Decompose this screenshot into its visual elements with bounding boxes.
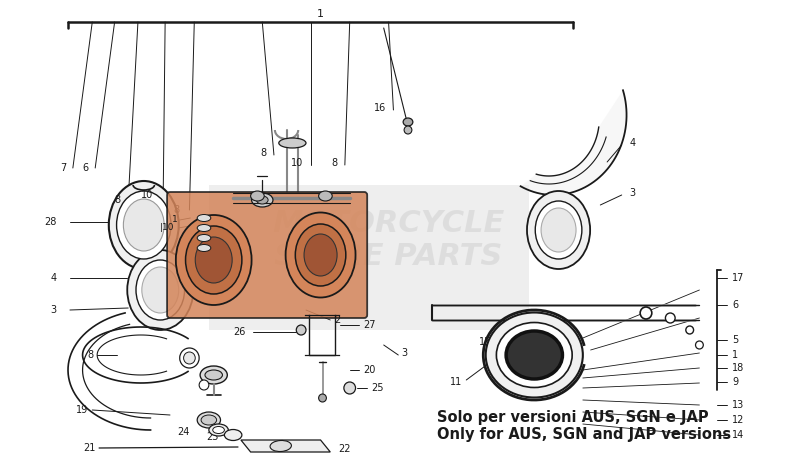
Text: 20: 20 xyxy=(363,365,376,375)
Ellipse shape xyxy=(123,199,164,251)
Text: 28: 28 xyxy=(44,217,56,227)
Ellipse shape xyxy=(270,441,291,452)
Ellipse shape xyxy=(496,322,572,387)
FancyBboxPatch shape xyxy=(167,192,367,318)
Text: MOTORCYCLE
SPARE PARTS: MOTORCYCLE SPARE PARTS xyxy=(272,209,505,271)
Text: 27: 27 xyxy=(363,320,376,330)
Ellipse shape xyxy=(295,224,346,286)
Text: 8: 8 xyxy=(174,205,180,215)
Ellipse shape xyxy=(251,193,273,207)
Text: 1: 1 xyxy=(317,9,324,19)
Ellipse shape xyxy=(197,214,210,222)
Text: 7: 7 xyxy=(60,163,66,173)
Circle shape xyxy=(296,325,306,335)
Ellipse shape xyxy=(205,370,222,380)
Ellipse shape xyxy=(224,430,242,441)
Text: 14: 14 xyxy=(733,430,745,440)
Text: 16: 16 xyxy=(374,103,386,113)
Ellipse shape xyxy=(186,226,242,294)
Circle shape xyxy=(318,394,326,402)
Ellipse shape xyxy=(201,415,217,425)
Polygon shape xyxy=(521,90,626,195)
Circle shape xyxy=(199,380,209,390)
Text: 15: 15 xyxy=(479,337,491,347)
Ellipse shape xyxy=(109,181,178,269)
Ellipse shape xyxy=(197,412,221,428)
Text: 9: 9 xyxy=(733,377,738,387)
Text: 24: 24 xyxy=(177,427,190,437)
Text: 4: 4 xyxy=(50,273,56,283)
Circle shape xyxy=(695,341,703,349)
Ellipse shape xyxy=(197,234,210,241)
Text: 23: 23 xyxy=(206,432,218,442)
Ellipse shape xyxy=(278,138,306,148)
Text: 22: 22 xyxy=(338,444,350,454)
Text: 8: 8 xyxy=(114,195,121,205)
Text: 21: 21 xyxy=(83,443,95,453)
Ellipse shape xyxy=(535,201,582,259)
Ellipse shape xyxy=(527,191,590,269)
Text: Solo per versioni AUS, SGN e JAP
Only for AUS, SGN and JAP versions: Solo per versioni AUS, SGN e JAP Only fo… xyxy=(437,410,731,442)
Text: 17: 17 xyxy=(733,273,745,283)
Ellipse shape xyxy=(403,118,413,126)
Text: 12: 12 xyxy=(733,415,745,425)
Text: 6: 6 xyxy=(82,163,88,173)
Ellipse shape xyxy=(195,237,232,283)
Ellipse shape xyxy=(127,250,194,330)
Text: 18: 18 xyxy=(733,363,745,373)
Text: 11: 11 xyxy=(450,377,462,387)
Ellipse shape xyxy=(486,312,583,398)
Circle shape xyxy=(404,126,412,134)
Circle shape xyxy=(180,348,199,368)
Text: 1: 1 xyxy=(733,350,738,360)
Text: 19: 19 xyxy=(76,405,88,415)
Ellipse shape xyxy=(506,331,562,379)
Circle shape xyxy=(666,313,675,323)
Ellipse shape xyxy=(257,196,268,204)
Text: 1: 1 xyxy=(172,216,178,224)
Text: 3: 3 xyxy=(630,188,635,198)
Text: 3: 3 xyxy=(401,348,407,358)
Circle shape xyxy=(183,352,195,364)
Text: 1: 1 xyxy=(222,267,227,277)
Polygon shape xyxy=(241,440,330,452)
Ellipse shape xyxy=(136,260,185,320)
Ellipse shape xyxy=(318,191,332,201)
Ellipse shape xyxy=(197,245,210,251)
Circle shape xyxy=(344,382,355,394)
Text: |10: |10 xyxy=(160,224,175,233)
Ellipse shape xyxy=(209,424,228,436)
Text: 10: 10 xyxy=(291,158,303,168)
Text: 13: 13 xyxy=(733,400,745,410)
Circle shape xyxy=(686,326,694,334)
Text: 10: 10 xyxy=(142,190,154,200)
Text: 2: 2 xyxy=(334,315,341,325)
Ellipse shape xyxy=(304,234,337,276)
Ellipse shape xyxy=(176,215,251,305)
Text: 8: 8 xyxy=(87,350,94,360)
FancyBboxPatch shape xyxy=(209,185,530,330)
Ellipse shape xyxy=(213,426,224,434)
Text: 3: 3 xyxy=(50,305,56,315)
Text: 25: 25 xyxy=(371,383,383,393)
Ellipse shape xyxy=(250,191,264,201)
Ellipse shape xyxy=(541,208,576,252)
Text: 6: 6 xyxy=(733,300,738,310)
Text: 5: 5 xyxy=(733,335,738,345)
Ellipse shape xyxy=(200,366,227,384)
Text: 10: 10 xyxy=(222,257,233,267)
Text: 8: 8 xyxy=(331,158,337,168)
Ellipse shape xyxy=(142,267,178,313)
Text: 8: 8 xyxy=(260,148,266,158)
Ellipse shape xyxy=(197,224,210,231)
Text: 26: 26 xyxy=(234,327,246,337)
Ellipse shape xyxy=(117,191,171,259)
Ellipse shape xyxy=(286,213,355,298)
Text: 4: 4 xyxy=(630,138,635,148)
Circle shape xyxy=(640,307,652,319)
